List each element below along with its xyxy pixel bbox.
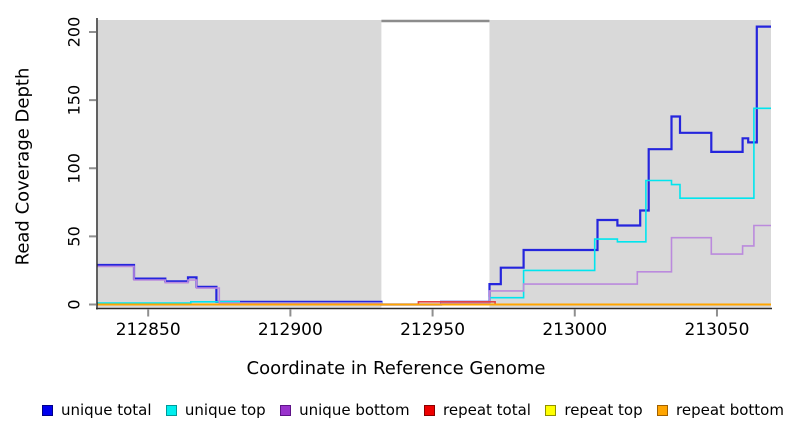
legend-label: unique total [61,401,152,419]
x-axis-title: Coordinate in Reference Genome [246,358,546,379]
legend-swatch-icon [657,404,669,416]
legend-label: unique top [184,401,266,419]
legend-swatch-icon [424,404,435,416]
legend-swatch-icon [280,404,292,416]
x-tick-label: 213000 [542,320,607,340]
y-tick-label: 200 [65,17,84,48]
legend-item-repeat-total: repeat total [424,401,531,419]
legend-item-unique-top: unique top [165,401,266,419]
legend-label: unique bottom [299,401,410,419]
x-tick-label: 212900 [258,320,323,340]
y-tick-label: 0 [65,299,84,309]
y-axis-title: Read Coverage Depth [12,67,34,266]
legend-label: repeat top [564,401,643,419]
legend-item-unique-bottom: unique bottom [280,401,410,419]
legend-swatch-icon [545,404,557,416]
legend-item-repeat-top: repeat top [545,401,643,419]
legend-swatch-icon [165,404,177,416]
legend-label: repeat bottom [676,401,784,419]
series-line-unique-bottom [97,224,771,306]
series-line-unique-total [97,25,771,306]
legend-item-unique-total: unique total [42,401,152,419]
x-tick-label: 213050 [685,320,750,340]
y-tick-label: 150 [65,85,84,116]
x-tick-label: 212950 [400,320,465,340]
y-tick-label: 50 [65,226,84,246]
x-tick-label: 212850 [116,320,181,340]
y-tick-label: 100 [65,153,84,184]
mask-band [381,20,490,308]
legend-label: repeat total [443,401,531,419]
legend-swatch-icon [42,404,53,416]
legend-item-repeat-bottom: repeat bottom [657,401,784,419]
chart-legend: unique total unique top unique bottom repea… [42,399,784,421]
